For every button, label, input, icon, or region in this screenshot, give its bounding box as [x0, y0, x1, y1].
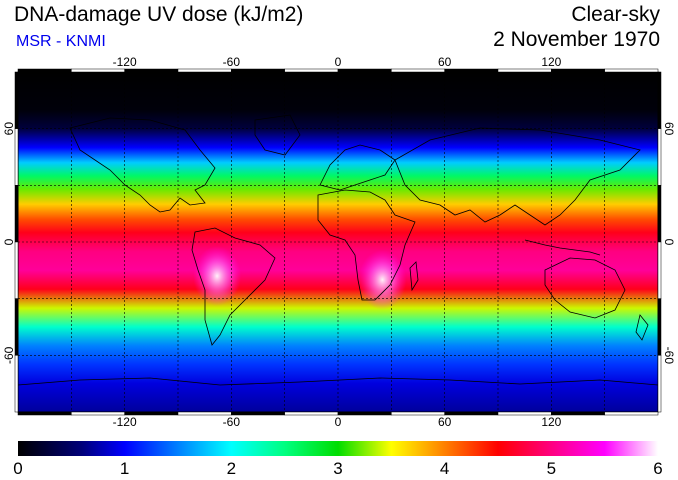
lat-tick-bar — [14, 241, 19, 299]
colorbar-label: 5 — [547, 459, 556, 478]
colorbar-label: 6 — [653, 459, 662, 478]
map-title: DNA-damage UV dose (kJ/m2) — [14, 3, 304, 26]
lat-tick-bar — [657, 71, 662, 129]
lon-tick-bar — [284, 68, 339, 73]
lat-labels-left: 60 0 -60 — [2, 122, 16, 364]
lon-tick-label-bottom: 60 — [438, 415, 452, 429]
colorbar-label: 4 — [440, 459, 449, 478]
lon-tick-label-top: -60 — [223, 55, 241, 69]
lon-tick-bar — [604, 411, 659, 416]
source-label: MSR - KNMI — [16, 33, 106, 50]
lat-tick-label-right: 0 — [662, 239, 676, 246]
lon-tick-bar — [444, 411, 499, 416]
colorbar-label: 2 — [227, 459, 236, 478]
coastline-asia — [394, 127, 641, 226]
lon-tick-bar — [284, 411, 339, 416]
lon-tick-bar — [17, 68, 72, 73]
lon-tick-label-top: 120 — [541, 55, 561, 69]
colorbar-label: 1 — [120, 459, 129, 478]
lat-tick-bar — [657, 185, 662, 243]
coastlines — [18, 114, 658, 386]
lat-tick-label-left: 0 — [2, 238, 16, 245]
coastline-south-america — [191, 227, 276, 346]
lat-tick-bar — [14, 71, 19, 129]
lon-tick-bar — [231, 68, 285, 73]
lon-tick-bar — [17, 411, 72, 416]
lon-labels-bottom: -120 -60 0 60 120 — [113, 415, 562, 429]
lon-tick-bar — [124, 68, 179, 73]
lon-tick-label-bottom: -60 — [223, 415, 241, 429]
lat-tick-bar — [657, 241, 662, 299]
lat-tick-bar — [14, 185, 19, 243]
hotspot-southern-africa — [358, 249, 407, 310]
border-tick-marks — [14, 68, 662, 416]
lat-tick-bar — [657, 298, 662, 356]
lon-tick-label-top: -120 — [113, 55, 137, 69]
lon-tick-bar — [337, 411, 392, 416]
lon-tick-bar — [551, 68, 605, 73]
coastline-new-zealand — [635, 314, 649, 341]
lat-labels-right: 60 0 -60 — [662, 122, 676, 364]
sky-condition-label: Clear-sky — [571, 3, 660, 26]
lat-tick-label-left: 60 — [2, 122, 16, 136]
coastline-antarctica — [18, 377, 658, 386]
date-label: 2 November 1970 — [493, 28, 660, 51]
lon-tick-bar — [444, 68, 499, 73]
lon-tick-bar — [604, 68, 659, 73]
colorbar-labels: 0 1 2 3 4 5 6 — [13, 459, 662, 478]
lon-tick-bar — [71, 68, 125, 73]
lon-tick-label-bottom: 0 — [335, 415, 342, 429]
lon-tick-bar — [337, 68, 392, 73]
lon-tick-bar — [391, 68, 445, 73]
lon-tick-bar — [177, 68, 232, 73]
coastline-greenland — [254, 114, 301, 156]
lon-tick-label-bottom: -120 — [113, 415, 137, 429]
lat-tick-bar — [14, 128, 19, 186]
lon-labels-top: -120 -60 0 60 120 — [113, 55, 562, 69]
colorbar — [18, 441, 658, 456]
lat-tick-bar — [657, 355, 662, 413]
colorbar-label: 0 — [13, 459, 22, 478]
colorbar-label: 3 — [333, 459, 342, 478]
lon-tick-label-bottom: 120 — [541, 415, 561, 429]
coastline-north-america — [69, 117, 216, 213]
coastline-madagascar — [409, 261, 419, 292]
lat-tick-label-right: -60 — [662, 347, 676, 365]
lon-tick-label-top: 60 — [438, 55, 452, 69]
lat-tick-bar — [657, 128, 662, 186]
lat-tick-label-right: 60 — [662, 122, 676, 136]
lon-tick-label-top: 0 — [335, 55, 342, 69]
lat-tick-label-left: -60 — [2, 346, 16, 364]
coastline-africa — [317, 189, 416, 301]
lon-tick-bar — [497, 68, 552, 73]
lon-tick-bar — [391, 411, 445, 416]
coastline-australia — [544, 257, 626, 319]
graticule — [18, 72, 658, 412]
lat-tick-bar — [14, 355, 19, 413]
coastline-indonesia — [524, 239, 601, 256]
